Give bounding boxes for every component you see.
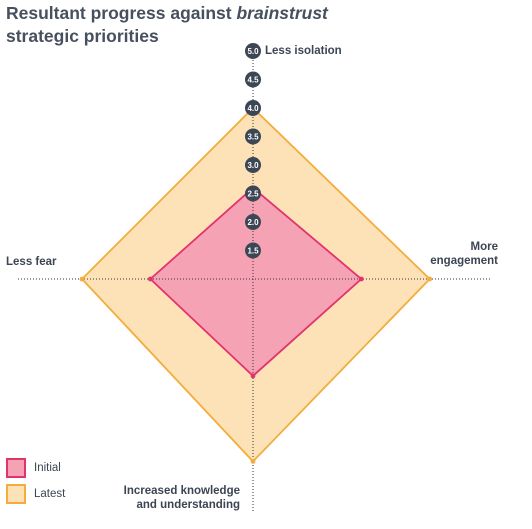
tick-marker [245, 100, 261, 116]
tick-marker [245, 214, 261, 230]
data-point-latest-down [250, 459, 256, 464]
tick-marker [245, 128, 261, 145]
legend-item-initial: Initial [6, 457, 65, 479]
legend-label-latest: Latest [34, 488, 66, 500]
legend-item-latest: Latest [6, 483, 65, 505]
data-point-initial-down [250, 373, 256, 379]
tick-marker [245, 185, 261, 202]
legend-swatch-latest [6, 484, 26, 504]
axis-label-more-engagement: More engagement [430, 241, 498, 267]
tick-label: 1.5 [247, 247, 259, 256]
tick-marker [245, 43, 261, 59]
chart-title: Resultant progress against brainstrust s… [6, 2, 406, 48]
axis-label-less-isolation: Less isolation [265, 45, 342, 57]
tick-marker [245, 71, 261, 88]
tick-label: 2.5 [247, 190, 259, 199]
axis-label-increased-knowledge: Increased knowledge and understanding [124, 485, 240, 511]
tick-marker [245, 157, 261, 173]
data-point-latest-left [79, 276, 85, 282]
data-point-initial-right [358, 276, 364, 282]
tick-label: 3.5 [247, 133, 259, 142]
title-part-3: strategic priorities [6, 26, 159, 46]
data-point-latest-right [427, 276, 433, 282]
data-point-initial-left [148, 276, 153, 282]
title-part-2: brainstrust [236, 3, 328, 23]
tick-marker [245, 242, 261, 259]
tick-label: 3.0 [247, 161, 259, 170]
title-part-1: Resultant progress against [6, 3, 237, 23]
axis-label-less-fear: Less fear [6, 256, 57, 268]
legend: Initial Latest [6, 457, 65, 509]
legend-label-initial: Initial [34, 462, 61, 474]
legend-swatch-initial [6, 458, 26, 478]
tick-label: 4.5 [247, 76, 259, 85]
tick-label: 2.0 [247, 218, 259, 227]
tick-label: 4.0 [247, 104, 259, 113]
tick-label: 5.0 [247, 47, 259, 56]
